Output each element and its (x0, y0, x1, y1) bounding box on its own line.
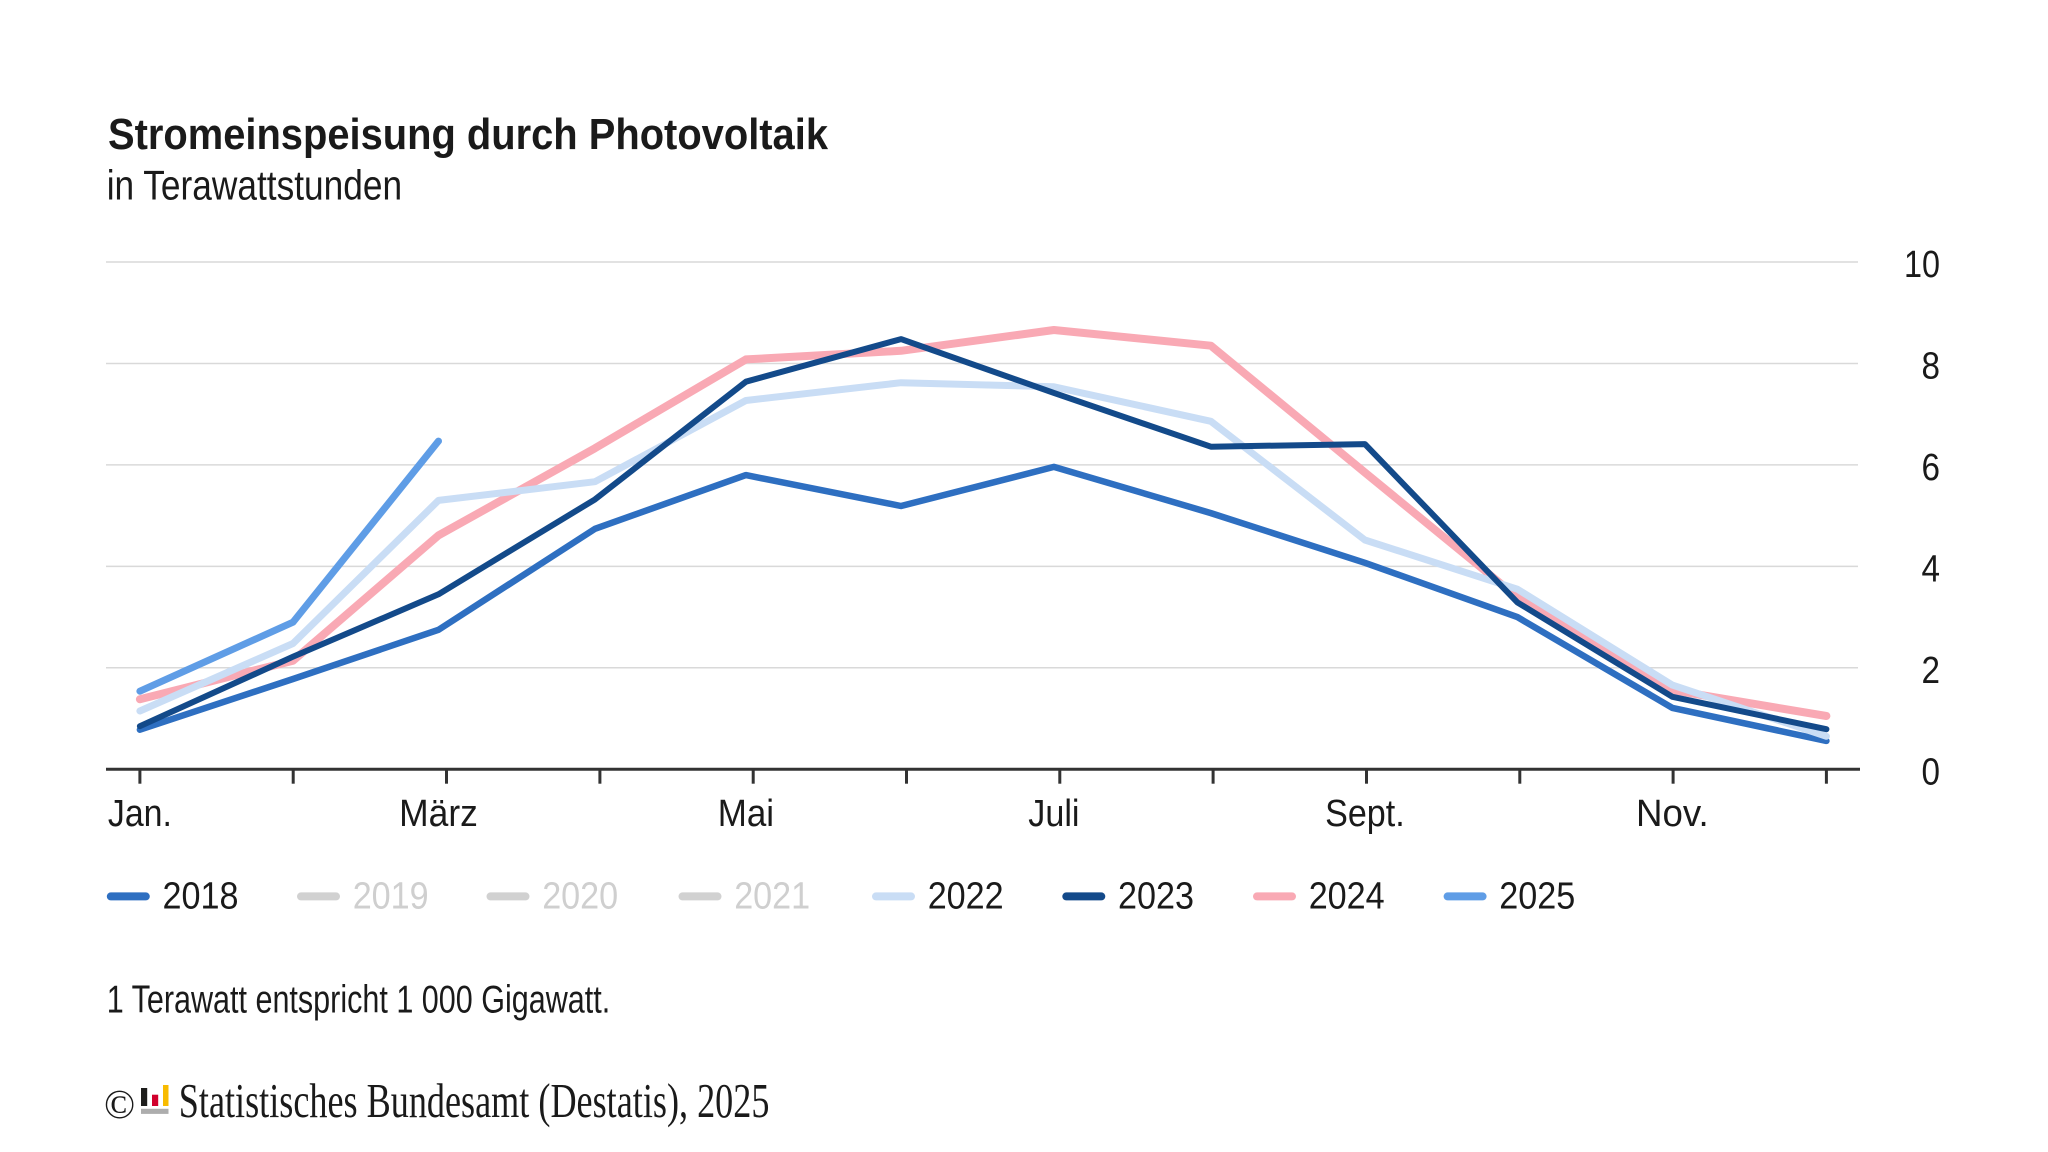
svg-text:2025: 2025 (1499, 874, 1575, 917)
svg-text:Nov.: Nov. (1636, 792, 1709, 835)
svg-text:Mai: Mai (718, 792, 774, 835)
svg-text:2022: 2022 (928, 874, 1004, 917)
svg-text:2020: 2020 (542, 874, 618, 917)
svg-text:2018: 2018 (163, 874, 239, 917)
svg-text:2023: 2023 (1118, 874, 1194, 917)
svg-text:2019: 2019 (353, 874, 429, 917)
svg-text:0: 0 (1922, 750, 1941, 793)
svg-text:in Terawattstunden: in Terawattstunden (107, 161, 402, 208)
svg-text:Jan.: Jan. (108, 792, 172, 835)
svg-text:Stromeinspeisung durch Photovo: Stromeinspeisung durch Photovoltaik (108, 110, 828, 159)
svg-text:März: März (399, 792, 478, 835)
svg-text:1 Terawatt entspricht 1 000 Gi: 1 Terawatt entspricht 1 000 Gigawatt. (107, 979, 610, 1022)
svg-text:6: 6 (1922, 446, 1941, 489)
svg-text:2021: 2021 (734, 874, 810, 917)
svg-text:2024: 2024 (1309, 874, 1385, 917)
svg-text:Statistisches Bundesamt (Desta: Statistisches Bundesamt (Destatis), 2025 (179, 1073, 770, 1128)
svg-text:4: 4 (1922, 547, 1941, 590)
svg-text:Sept.: Sept. (1325, 792, 1405, 835)
svg-text:10: 10 (1904, 243, 1940, 286)
svg-text:2: 2 (1922, 649, 1941, 692)
svg-text:©: © (104, 1081, 135, 1127)
svg-text:8: 8 (1922, 345, 1941, 388)
svg-text:Juli: Juli (1028, 792, 1079, 835)
